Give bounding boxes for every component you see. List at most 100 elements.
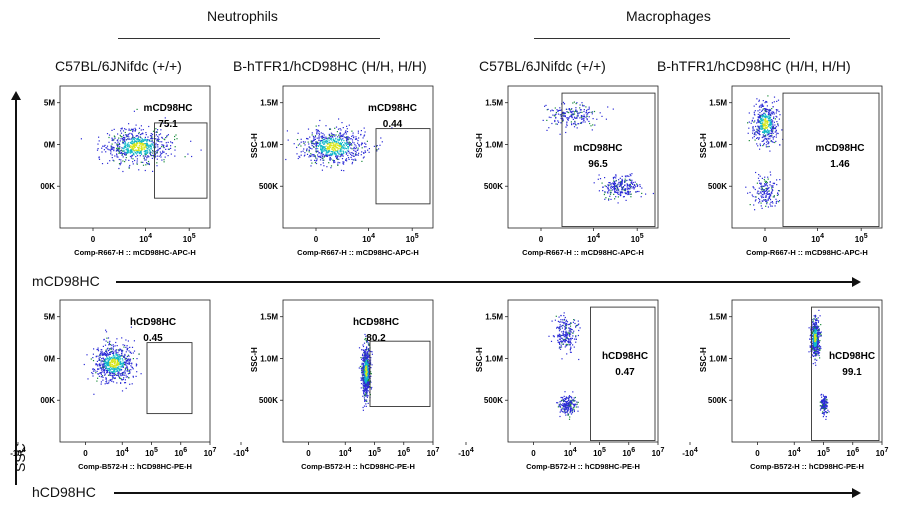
event-dot — [318, 133, 321, 135]
event-dot — [111, 378, 113, 381]
event-dot — [573, 406, 575, 408]
event-dot — [130, 151, 132, 153]
event-dot — [128, 159, 130, 161]
panel-frame — [731, 85, 883, 229]
event-dot — [570, 351, 572, 353]
event-dot — [567, 410, 569, 412]
event-dot — [763, 199, 765, 201]
event-dot — [143, 155, 145, 157]
event-dot — [763, 132, 765, 134]
event-dot — [325, 145, 327, 147]
event-dot — [145, 143, 147, 145]
event-dot — [156, 151, 158, 153]
event-dot — [123, 147, 125, 149]
event-dot — [127, 368, 129, 371]
event-dot — [779, 179, 781, 181]
event-dot — [365, 362, 367, 364]
event-dot — [110, 151, 112, 153]
event-dot — [321, 149, 323, 151]
event-dot — [321, 145, 323, 147]
event-dot — [761, 115, 763, 117]
event-dot — [368, 350, 370, 352]
event-dot — [354, 150, 356, 152]
event-dot — [160, 129, 162, 131]
event-dot — [320, 147, 322, 149]
event-dot — [320, 153, 322, 155]
event-dot — [329, 135, 331, 138]
event-dot — [598, 174, 600, 176]
event-dot — [113, 147, 115, 149]
event-dot — [109, 372, 111, 374]
event-dot — [108, 342, 111, 344]
event-dot — [605, 185, 607, 188]
event-dot — [564, 112, 566, 114]
event-dot — [817, 353, 819, 355]
event-dot — [569, 342, 571, 344]
event-dot — [115, 353, 117, 355]
event-dot — [763, 135, 765, 137]
event-dot — [369, 361, 372, 363]
event-dot — [138, 152, 140, 155]
event-dot — [122, 350, 124, 352]
event-dot — [557, 110, 559, 112]
event-dot — [343, 148, 345, 150]
event-dot — [358, 137, 360, 139]
event-dot — [608, 190, 610, 192]
event-dot — [767, 116, 769, 118]
event-dot — [565, 327, 568, 329]
event-dot — [143, 148, 145, 150]
event-dot — [568, 397, 570, 399]
event-dot — [121, 136, 123, 138]
event-dot — [569, 341, 571, 343]
event-dot — [334, 149, 336, 151]
event-dot — [761, 177, 763, 179]
event-dot — [293, 143, 295, 145]
event-dot — [133, 143, 135, 145]
event-dot — [136, 160, 138, 162]
event-dot — [763, 119, 765, 121]
event-dot — [304, 141, 306, 143]
event-dot — [124, 144, 126, 146]
event-dot — [97, 347, 99, 349]
event-dot — [815, 346, 817, 348]
event-dot — [314, 136, 316, 138]
event-dot — [321, 151, 323, 153]
event-dot — [174, 155, 176, 157]
event-dot — [109, 352, 111, 354]
event-dot — [364, 365, 366, 367]
gate-percent-label: 0.47 — [615, 367, 635, 378]
event-dot — [370, 373, 372, 375]
event-dot — [175, 134, 177, 136]
event-dot — [111, 360, 113, 362]
x-axis-label: Comp-B572-H :: hCD98HC-PE-H — [301, 462, 415, 471]
event-dot — [612, 108, 614, 110]
event-dot — [130, 138, 132, 140]
event-dot — [608, 198, 610, 200]
event-dot — [814, 326, 816, 328]
event-dot — [769, 112, 771, 114]
event-dot — [150, 143, 153, 145]
column-title-2: B-hTFR1/hCD98HC (H/H, H/H) — [233, 58, 427, 74]
event-dot — [363, 367, 366, 369]
event-dot — [557, 341, 559, 343]
event-dot — [316, 133, 318, 135]
event-dot — [150, 148, 152, 150]
event-dot — [573, 319, 576, 321]
event-dot — [340, 150, 342, 152]
event-dot — [139, 141, 141, 143]
event-dot — [771, 135, 773, 137]
event-dot — [121, 390, 124, 392]
event-dot — [759, 125, 761, 127]
event-dot — [331, 142, 333, 144]
event-dot — [105, 359, 107, 361]
event-dot — [113, 139, 115, 141]
event-dot — [327, 149, 329, 151]
event-dot — [117, 360, 119, 362]
event-dot — [139, 136, 141, 138]
event-dot — [771, 188, 773, 190]
event-dot — [755, 171, 757, 174]
event-dot — [811, 343, 813, 345]
event-dot — [577, 324, 579, 326]
event-dot — [569, 115, 571, 118]
